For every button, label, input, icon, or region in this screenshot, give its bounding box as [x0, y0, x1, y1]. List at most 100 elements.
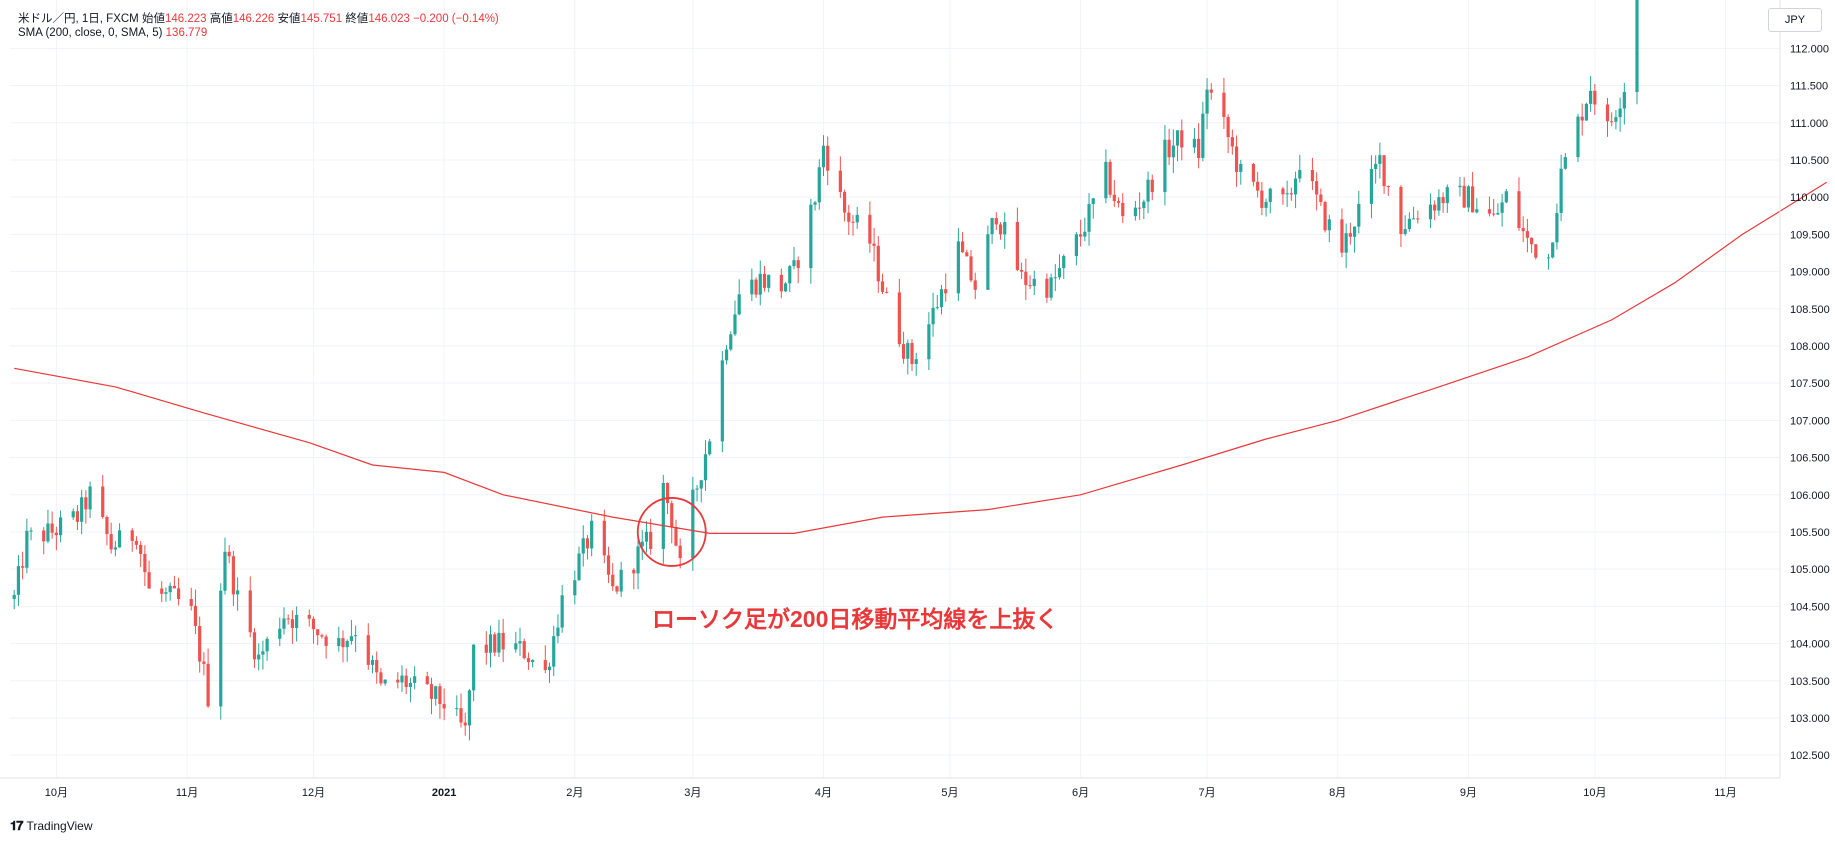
candle-body [526, 658, 531, 663]
candle-body [615, 586, 619, 592]
annotation-text: ローソク足が200日移動平均線を上抜く [652, 606, 1059, 632]
y-tick-label: 104.500 [1790, 601, 1830, 613]
x-tick-label: 10月 [1583, 787, 1606, 799]
candle-body [703, 454, 708, 481]
candle-body [1285, 193, 1289, 195]
candle-body [1045, 278, 1049, 298]
candle-body [956, 241, 960, 294]
high-value: 146.226 [232, 13, 275, 25]
candle-body [1327, 219, 1331, 231]
candle-body [1471, 186, 1475, 213]
candle-body [16, 566, 21, 595]
candle-body [379, 672, 383, 684]
candle-body [1032, 278, 1036, 286]
symbol-label: 米ドル／円, 1日, FXCM [18, 13, 139, 25]
candle-body [1378, 155, 1382, 164]
candle-body [762, 273, 767, 288]
candle-body [855, 214, 859, 223]
candle-body [632, 569, 636, 574]
currency-badge[interactable]: JPY [1768, 8, 1822, 32]
candle-body [117, 530, 122, 548]
candle-body [724, 349, 729, 361]
candle-body [611, 574, 615, 587]
candle-body [1003, 221, 1007, 235]
ohlc-legend: 米ドル／円, 1日, FXCM 始値146.223 高値146.226 安値14… [18, 10, 499, 26]
y-tick-label: 108.500 [1790, 304, 1830, 316]
candle-body [842, 191, 847, 213]
candle-body [838, 170, 842, 192]
candle-body [438, 686, 442, 705]
candle-body [1580, 116, 1584, 121]
y-tick-label: 108.000 [1790, 341, 1830, 353]
candle-body [1521, 228, 1525, 232]
y-tick-label: 109.500 [1790, 229, 1830, 241]
candle-body [1534, 244, 1538, 258]
candle-body [1167, 139, 1171, 158]
candle-body [1462, 185, 1466, 208]
candle-body [1517, 191, 1521, 229]
candle-body [1635, 0, 1639, 93]
candle-body [1057, 268, 1062, 278]
candle-body [547, 666, 552, 671]
candle-body [560, 595, 564, 628]
candle-body [88, 486, 92, 510]
candle-body [484, 644, 488, 653]
candle-body [1197, 138, 1201, 158]
candle-body [817, 167, 821, 203]
candle-body [733, 314, 737, 335]
x-tick-label: 6月 [1072, 787, 1089, 799]
candle-body [1348, 233, 1352, 237]
candle-body [678, 545, 682, 559]
candle-body [189, 598, 193, 606]
candle-body [109, 534, 113, 550]
candle-body [1087, 204, 1091, 232]
candle-body [606, 555, 611, 575]
candle-body [1382, 155, 1386, 187]
time-axis[interactable]: 10月 11月 12月 2021 2月 3月 4月 5月 6月 7月 8月 9月 10月 11月 [0, 777, 1780, 799]
brand[interactable]: 𝟏𝟕 TradingView [10, 818, 93, 834]
candle-body [708, 441, 712, 455]
indicator-legend[interactable]: SMA (200, close, 0, SMA, 5) 136.779 [18, 27, 207, 39]
candle-body [375, 660, 379, 673]
y-tick-label: 107.500 [1790, 378, 1830, 390]
candle-body [429, 684, 434, 699]
candle-body [1116, 201, 1121, 203]
candle-body [1171, 145, 1175, 158]
candle-body [969, 256, 973, 281]
y-tick-label: 111.000 [1790, 118, 1828, 130]
candle-body [939, 289, 944, 308]
candle-body [341, 638, 345, 648]
candle-body [1256, 181, 1260, 191]
candle-body [1496, 212, 1500, 215]
price-axis[interactable]: 102.500 103.000 103.500 104.000 104.500 105.0… [1779, 0, 1830, 778]
candle-body [1053, 277, 1057, 279]
candle-body [640, 541, 644, 547]
candle-body [75, 511, 80, 522]
candle-body [670, 503, 674, 527]
candle-body [1433, 204, 1437, 211]
candle-body [1576, 116, 1580, 158]
candle-body [1458, 185, 1462, 188]
candle-body [1192, 138, 1197, 148]
candle-body [1437, 197, 1441, 211]
y-tick-label: 105.000 [1790, 564, 1830, 576]
candle-body [1234, 146, 1239, 172]
candle-body [994, 218, 998, 225]
y-tick-label: 103.000 [1790, 713, 1830, 725]
candle-body [1230, 137, 1234, 147]
candle-body [164, 592, 168, 594]
candle-body [130, 530, 134, 541]
candle-body [227, 551, 231, 557]
x-tick-label: 7月 [1198, 787, 1215, 799]
candle-body [257, 654, 261, 660]
candle-body [311, 618, 316, 630]
x-tick-label: 10月 [45, 787, 68, 799]
candle-body [1551, 242, 1555, 258]
candle-body [113, 547, 117, 550]
candle-body [29, 530, 33, 532]
candle-body [1589, 90, 1593, 104]
candle-body [944, 289, 948, 294]
candle-body [1618, 108, 1622, 118]
candle-body [914, 359, 918, 365]
